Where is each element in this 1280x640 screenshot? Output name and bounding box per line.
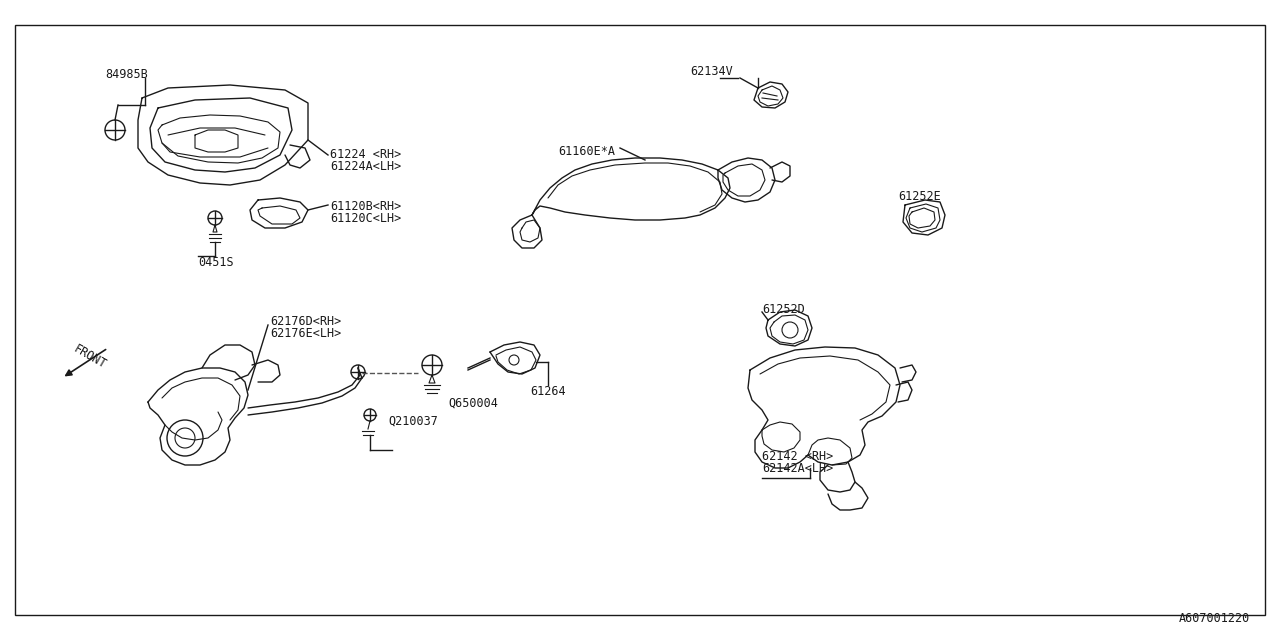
Text: 62176D<RH>: 62176D<RH> (270, 315, 342, 328)
Text: 62142 <RH>: 62142 <RH> (762, 450, 833, 463)
Text: 0451S: 0451S (198, 256, 234, 269)
Text: 61252D: 61252D (762, 303, 805, 316)
Text: 61224 <RH>: 61224 <RH> (330, 148, 401, 161)
Text: 61264: 61264 (530, 385, 566, 398)
Text: Q210037: Q210037 (388, 415, 438, 428)
Text: Q650004: Q650004 (448, 397, 498, 410)
Text: 62176E<LH>: 62176E<LH> (270, 327, 342, 340)
Text: FRONT: FRONT (72, 342, 109, 371)
Text: 61160E*A: 61160E*A (558, 145, 614, 158)
Text: 84985B: 84985B (105, 68, 147, 81)
Text: 61224A<LH>: 61224A<LH> (330, 160, 401, 173)
Text: 62142A<LH>: 62142A<LH> (762, 462, 833, 475)
Text: 62134V: 62134V (690, 65, 732, 78)
Text: 61120C<LH>: 61120C<LH> (330, 212, 401, 225)
Text: 61252E: 61252E (899, 190, 941, 203)
Text: A607001220: A607001220 (1179, 612, 1251, 625)
Text: 61120B<RH>: 61120B<RH> (330, 200, 401, 213)
